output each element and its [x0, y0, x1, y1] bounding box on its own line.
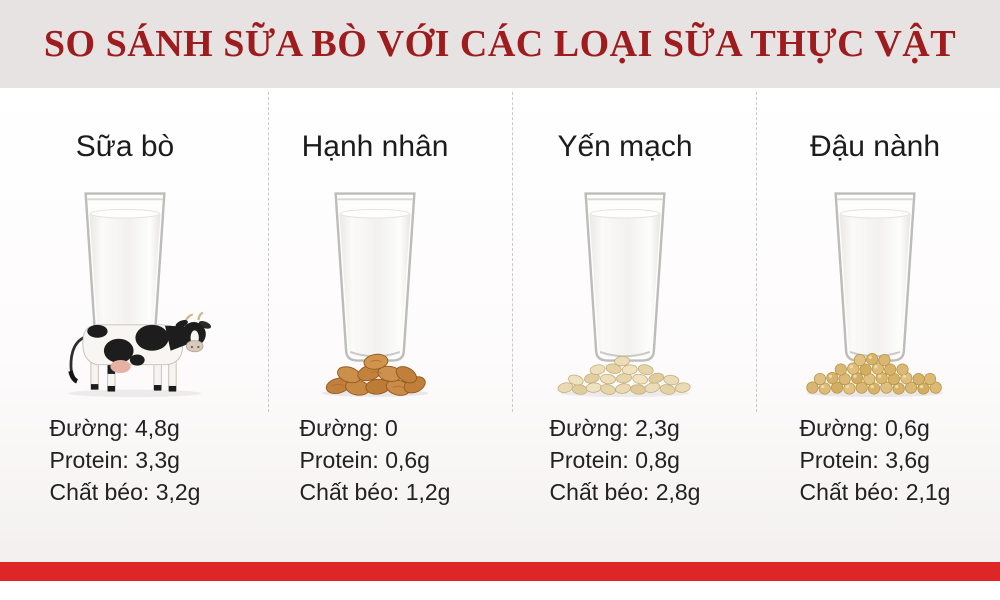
stat-label: Protein:: [299, 447, 379, 473]
milk-glass-icon: [334, 192, 416, 362]
stat-value: 2,3g: [635, 415, 680, 441]
glass-graphic-soy-milk: [750, 190, 1000, 398]
milk-glass-icon: [84, 192, 166, 362]
column-divider: [756, 92, 757, 412]
stat-sugar: Đường: 0,6g: [800, 412, 951, 444]
header-band: SO SÁNH SỮA BÒ VỚI CÁC LOẠI SỮA THỰC VẬT: [0, 0, 1000, 88]
stat-value: 0,8g: [635, 447, 680, 473]
nutrition-stats: Đường: 0,6g Protein: 3,6g Chất béo: 2,1g: [800, 412, 951, 508]
column-divider: [512, 92, 513, 412]
stat-label: Đường:: [549, 415, 629, 441]
columns-row: Sữa bò: [0, 88, 1000, 581]
comparison-area: Sữa bò: [0, 88, 1000, 581]
glass-graphic-almond-milk: [250, 190, 500, 398]
stat-label: Đường:: [49, 415, 129, 441]
milk-glass-icon: [584, 192, 666, 362]
stat-value: 0,6g: [385, 447, 430, 473]
stat-protein: Protein: 0,6g: [300, 444, 451, 476]
stat-protein: Protein: 0,8g: [550, 444, 701, 476]
stat-label: Đường:: [799, 415, 879, 441]
stat-value: 3,2g: [155, 479, 201, 505]
stat-sugar: Đường: 2,3g: [550, 412, 701, 444]
column-oat-milk: Yến mạch: [500, 88, 750, 581]
stat-label: Chất béo:: [299, 479, 400, 505]
stat-value: 3,3g: [135, 447, 180, 473]
stat-protein: Protein: 3,3g: [50, 444, 201, 476]
nutrition-stats: Đường: 2,3g Protein: 0,8g Chất béo: 2,8g: [550, 412, 701, 508]
stat-label: Chất béo:: [549, 479, 650, 505]
stat-label: Chất béo:: [49, 479, 150, 505]
stat-fat: Chất béo: 1,2g: [300, 476, 451, 508]
stat-label: Protein:: [49, 447, 129, 473]
stat-fat: Chất béo: 2,1g: [800, 476, 951, 508]
column-soy-milk: Đậu nành: [750, 88, 1000, 581]
stat-fat: Chất béo: 3,2g: [50, 476, 201, 508]
column-cow-milk: Sữa bò: [0, 88, 250, 581]
stat-label: Đường:: [299, 415, 379, 441]
column-title: Đậu nành: [809, 130, 941, 163]
cow-icon: [67, 311, 212, 398]
soybean-icon: [806, 353, 944, 398]
nutrition-stats: Đường: 4,8g Protein: 3,3g Chất béo: 3,2g: [50, 412, 201, 508]
stat-value: 0: [385, 415, 398, 441]
stat-value: 0,6g: [885, 415, 930, 441]
milk-glass-icon: [834, 192, 916, 362]
column-title: Yến mạch: [557, 130, 693, 163]
stat-label: Protein:: [799, 447, 879, 473]
stat-value: 4,8g: [135, 415, 180, 441]
column-title: Hạnh nhân: [301, 130, 449, 163]
stat-value: 2,1g: [905, 479, 951, 505]
page-title: SO SÁNH SỮA BÒ VỚI CÁC LOẠI SỮA THỰC VẬT: [43, 23, 957, 65]
stat-sugar: Đường: 4,8g: [50, 412, 201, 444]
stat-fat: Chất béo: 2,8g: [550, 476, 701, 508]
column-divider: [268, 92, 269, 412]
glass-graphic-oat-milk: [500, 190, 750, 398]
bottom-red-band: [0, 562, 1000, 581]
column-almond-milk: Hạnh nhân: [250, 88, 500, 581]
stat-label: Protein:: [549, 447, 629, 473]
stat-value: 3,6g: [885, 447, 930, 473]
almond-icon: [321, 353, 429, 397]
stat-label: Chất béo:: [799, 479, 900, 505]
glass-graphic-cow-milk: [0, 190, 250, 398]
stat-value: 2,8g: [655, 479, 701, 505]
stat-protein: Protein: 3,6g: [800, 444, 951, 476]
stat-value: 1,2g: [405, 479, 451, 505]
stat-sugar: Đường: 0: [300, 412, 451, 444]
column-title: Sữa bò: [75, 130, 175, 163]
oats-icon: [557, 356, 691, 398]
nutrition-stats: Đường: 0 Protein: 0,6g Chất béo: 1,2g: [300, 412, 451, 508]
